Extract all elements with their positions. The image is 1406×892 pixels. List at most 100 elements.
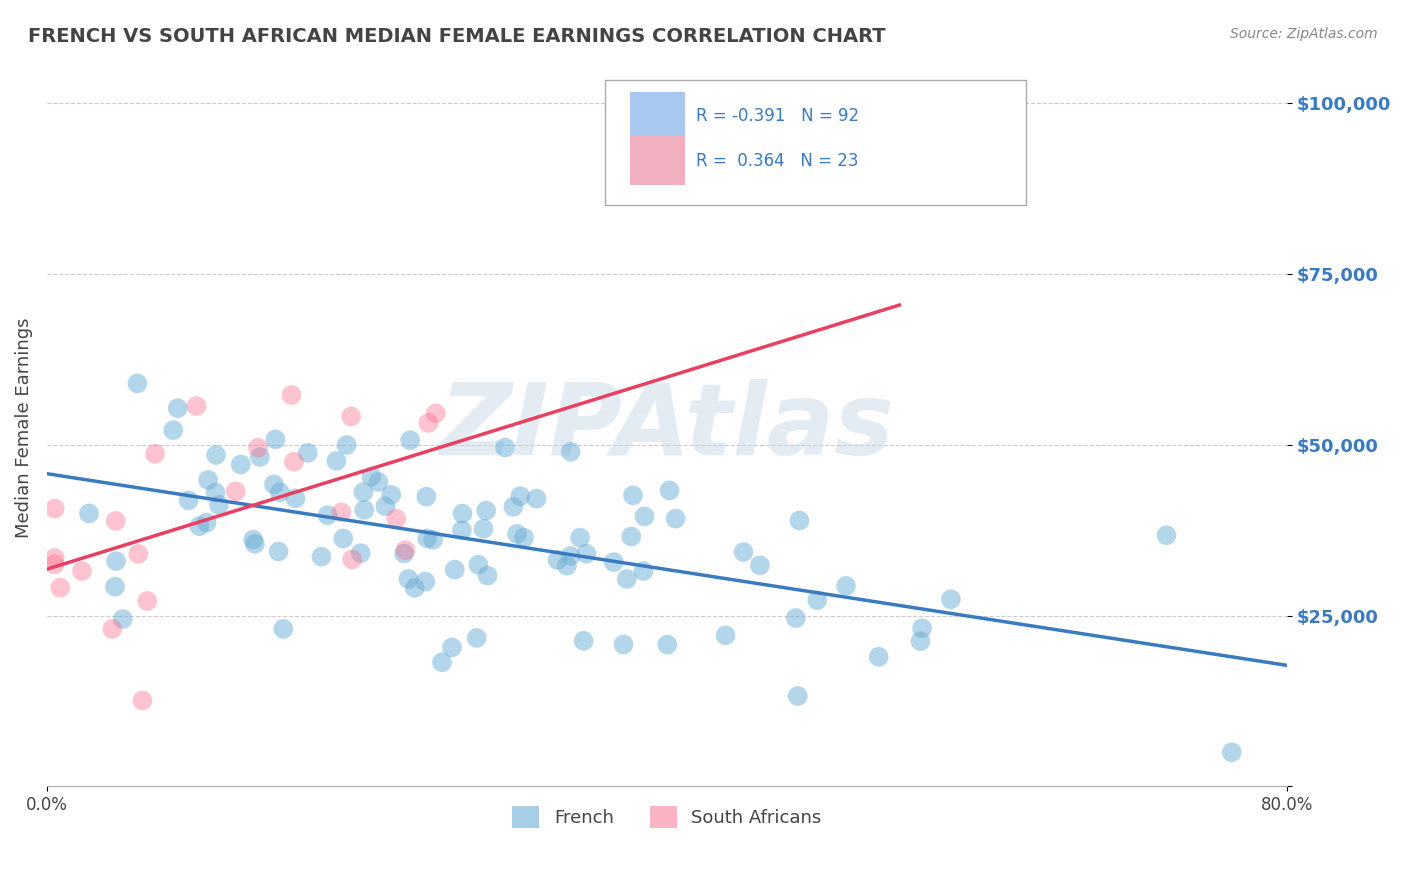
Point [404, 581, 426, 595]
Point [284, 491, 307, 506]
Point [472, 522, 495, 536]
Text: R = -0.391   N = 92: R = -0.391 N = 92 [696, 107, 859, 125]
Point [385, 511, 408, 525]
Point [242, 533, 264, 547]
Point [243, 537, 266, 551]
Point [225, 484, 247, 499]
Point [111, 612, 134, 626]
Text: ZIPAtlas: ZIPAtlas [440, 379, 894, 476]
Point [127, 547, 149, 561]
Point [374, 500, 396, 514]
Point [416, 532, 439, 546]
Point [910, 634, 932, 648]
Point [332, 532, 354, 546]
Point [263, 477, 285, 491]
Point [264, 432, 287, 446]
Point [494, 441, 516, 455]
Point [621, 488, 644, 502]
Point [177, 493, 200, 508]
Text: FRENCH VS SOUTH AFRICAN MEDIAN FEMALE EARNINGS CORRELATION CHART: FRENCH VS SOUTH AFRICAN MEDIAN FEMALE EA… [28, 27, 886, 45]
Point [714, 628, 737, 642]
Point [555, 558, 578, 573]
Point [657, 638, 679, 652]
Point [77, 507, 100, 521]
Point [197, 473, 219, 487]
Point [786, 689, 808, 703]
Point [127, 376, 149, 391]
Point [399, 434, 422, 448]
Text: Source: ZipAtlas.com: Source: ZipAtlas.com [1230, 27, 1378, 41]
Point [560, 549, 582, 563]
Point [620, 530, 643, 544]
Point [131, 693, 153, 707]
Text: R =  0.364   N = 23: R = 0.364 N = 23 [696, 152, 859, 169]
Point [44, 558, 66, 572]
Point [195, 516, 218, 530]
Point [806, 593, 828, 607]
Point [835, 579, 858, 593]
Point [330, 505, 353, 519]
Point [49, 581, 72, 595]
Point [283, 455, 305, 469]
Point [425, 406, 447, 420]
Point [1220, 745, 1243, 759]
Point [360, 469, 382, 483]
Point [143, 447, 166, 461]
Point [616, 572, 638, 586]
Point [186, 399, 208, 413]
Point [336, 438, 359, 452]
Point [748, 558, 770, 573]
Point [136, 594, 159, 608]
Point [104, 514, 127, 528]
Point [658, 483, 681, 498]
Point [104, 580, 127, 594]
Point [506, 527, 529, 541]
Point [430, 655, 453, 669]
Point [162, 423, 184, 437]
Point [572, 633, 595, 648]
Point [911, 621, 934, 635]
Point [443, 563, 465, 577]
Point [733, 545, 755, 559]
Point [789, 514, 811, 528]
Point [392, 546, 415, 560]
Point [513, 531, 536, 545]
Point [247, 441, 270, 455]
Point [273, 622, 295, 636]
Point [560, 445, 582, 459]
Point [502, 500, 524, 514]
Y-axis label: Median Female Earnings: Median Female Earnings [15, 318, 32, 538]
Point [477, 568, 499, 582]
Point [70, 564, 93, 578]
Point [325, 454, 347, 468]
Point [547, 553, 569, 567]
Point [785, 611, 807, 625]
Point [205, 448, 228, 462]
Point [204, 485, 226, 500]
Point [44, 550, 66, 565]
Point [297, 446, 319, 460]
Point [394, 543, 416, 558]
Point [415, 490, 437, 504]
Point [633, 564, 655, 578]
Point [612, 638, 634, 652]
Point [280, 388, 302, 402]
Point [575, 547, 598, 561]
Point [665, 511, 688, 525]
Point [396, 572, 419, 586]
Point [603, 555, 626, 569]
Point [249, 450, 271, 464]
Point [451, 523, 474, 537]
Point [229, 458, 252, 472]
Point [451, 507, 474, 521]
Point [311, 549, 333, 564]
Point [166, 401, 188, 416]
Point [509, 489, 531, 503]
Point [465, 631, 488, 645]
Point [475, 503, 498, 517]
Point [380, 488, 402, 502]
Point [340, 409, 363, 424]
Point [101, 622, 124, 636]
Point [633, 509, 655, 524]
Point [440, 640, 463, 655]
